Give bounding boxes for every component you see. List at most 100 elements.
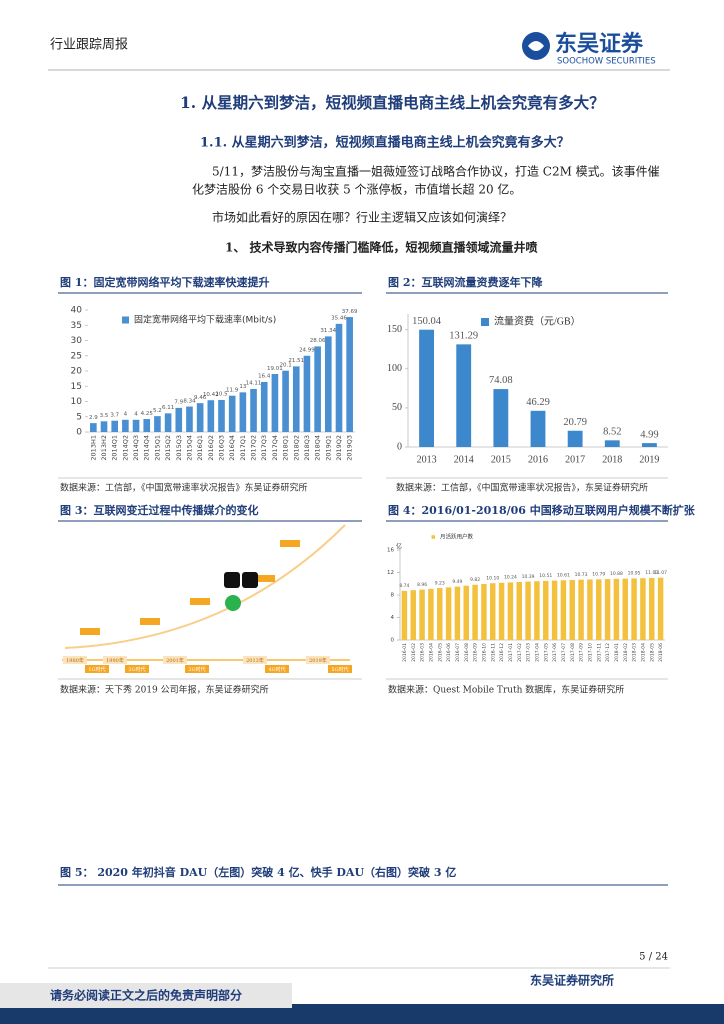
x-tick-label: 2018-01 (614, 643, 620, 662)
value-label: 46.29 (526, 397, 550, 408)
bar (271, 374, 279, 432)
value-label: 4 (124, 412, 128, 418)
era-box (265, 665, 289, 673)
bar (335, 323, 343, 432)
era-year: 2013年 (246, 657, 264, 664)
bar (122, 419, 129, 432)
figure-caption: 图 1：固定宽带网络平均下载速率快速提升 (60, 275, 269, 289)
legend-label: 月活跃用户数 (440, 533, 474, 541)
value-label: 6.11 (162, 405, 174, 411)
x-tick-label: 2013H2 (100, 435, 108, 461)
value-label: 10.5 (215, 392, 228, 398)
stage-box (140, 618, 160, 625)
bar (239, 392, 247, 432)
bar (428, 588, 434, 640)
y-tick-label: 0 (397, 441, 402, 452)
bar (543, 580, 549, 640)
x-tick-label: 2017-04 (534, 643, 540, 662)
app-icon (224, 572, 240, 588)
bar (410, 590, 416, 640)
logo-text: 东吴证券 (555, 31, 644, 57)
value-label: 4.25 (141, 411, 154, 417)
x-tick-label: 2016-07 (455, 643, 461, 662)
logo-icon-mark (528, 41, 544, 51)
x-tick-label: 2017-11 (596, 643, 602, 662)
bar (303, 355, 311, 432)
bar (534, 581, 540, 640)
figure-source: 数据来源：工信部，《中国宽带速率状况报告》东吴证券研究所 (60, 482, 308, 494)
bar (186, 406, 193, 432)
bar (456, 344, 472, 447)
value-label: 8.34 (183, 398, 196, 404)
app-icon (225, 595, 241, 611)
value-label: 3.7 (110, 412, 119, 418)
stage-box (280, 540, 300, 547)
x-tick-label: 2013 (417, 454, 437, 465)
y-tick-label: 50 (392, 402, 402, 413)
paragraph-line: 化梦洁股份 6 个交易日收获 5 个涨停板，市值增长超 20 亿。 (192, 182, 521, 197)
value-label: 11.9 (226, 387, 239, 393)
value-label: 11.07 (654, 570, 667, 576)
value-label: 150.04 (412, 316, 442, 327)
value-label: 8.74 (399, 583, 409, 589)
bar (498, 582, 505, 640)
point-heading: 1、 技术导致内容传播门槛降低，短视频直播领域流量井喷 (225, 240, 538, 255)
x-tick-label: 2014Q1 (111, 435, 119, 461)
bar (649, 577, 655, 640)
footer-band (0, 1004, 724, 1024)
y-tick-label: 30 (71, 336, 83, 346)
x-tick-label: 2018-03 (632, 643, 638, 662)
value-label: 10.10 (486, 575, 499, 581)
x-tick-label: 2017-02 (517, 643, 523, 662)
bar (530, 410, 546, 447)
x-tick-label: 2016-06 (446, 643, 452, 662)
era-name: 4G时代 (268, 666, 285, 673)
y-tick-label: 100 (387, 363, 402, 374)
bar (578, 579, 584, 640)
bar (507, 582, 514, 640)
value-label: 28.06 (310, 338, 326, 344)
x-tick-label: 2014Q3 (132, 435, 140, 461)
y-tick-label: 12 (387, 570, 394, 576)
bar (132, 419, 140, 432)
x-tick-label: 2017-06 (552, 643, 558, 662)
y-tick-label: 150 (387, 324, 402, 335)
era-name: 5G时代 (331, 666, 348, 673)
bar (250, 388, 257, 432)
y-axis-unit: 亿 (396, 543, 402, 551)
bar (490, 583, 496, 640)
legend-swatch (122, 316, 129, 324)
x-tick-label: 2015Q3 (175, 435, 183, 461)
bar (642, 443, 657, 447)
value-label: 35.46 (331, 316, 347, 322)
era-name: 3G时代 (188, 666, 205, 673)
value-label: 9.23 (435, 580, 445, 586)
bar (100, 421, 108, 432)
x-tick-label: 2016-03 (420, 643, 426, 662)
value-label: 20.1 (279, 362, 291, 368)
era-year: 1990年 (106, 657, 124, 664)
figure-source: 数据来源：天下秀 2019 公司年报，东吴证券研究所 (60, 684, 269, 696)
bar (437, 588, 443, 640)
value-label: 16.4 (258, 374, 271, 380)
x-tick-label: 2017-07 (561, 643, 567, 662)
value-label: 10.61 (557, 573, 570, 579)
x-tick-label: 2016Q2 (207, 435, 215, 461)
figure-caption: 图 5： 2020 年初抖音 DAU（左图）突破 4 亿、快手 DAU（右图）突… (60, 865, 456, 879)
value-label: 10.39 (522, 574, 535, 580)
value-label: 10.88 (610, 571, 623, 577)
figure-source: 数据来源：Quest Mobile Truth 数据库，东吴证券研究所 (388, 684, 624, 696)
bar (419, 589, 425, 640)
value-label: 10.24 (504, 575, 517, 581)
y-tick-label: 15 (71, 382, 82, 392)
value-label: 2.9 (89, 415, 98, 421)
year-box (306, 656, 330, 664)
legend-label: 流量资费（元/GB） (494, 314, 581, 327)
x-tick-label: 2016 (528, 454, 548, 465)
x-tick-label: 2017-05 (543, 643, 549, 662)
era-name: 1G时代 (88, 666, 105, 673)
value-label: 7.9 (174, 400, 183, 406)
value-label: 4 (134, 412, 138, 418)
value-label: 9.49 (452, 579, 462, 585)
